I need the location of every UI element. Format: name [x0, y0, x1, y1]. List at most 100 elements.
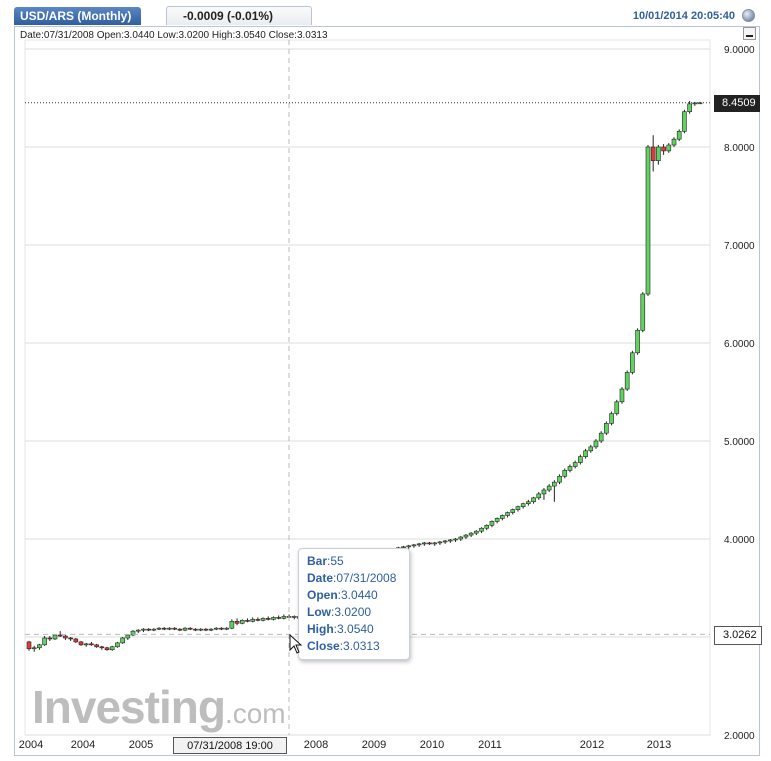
- candle-body: [609, 413, 614, 424]
- candle-body: [281, 616, 287, 619]
- candle-body: [614, 401, 620, 414]
- candle-body: [593, 440, 599, 448]
- candle-body: [401, 546, 406, 549]
- chart-header: USD/ARS (Monthly) -0.0009 (-0.01%) 10/01…: [0, 0, 771, 26]
- candle-body: [229, 621, 235, 629]
- ohlc-high: 3.0540: [235, 30, 266, 41]
- candle-body: [26, 641, 32, 650]
- candle-body: [276, 617, 281, 619]
- candle-body: [630, 352, 635, 373]
- candle-body: [557, 475, 562, 483]
- ohlc-high-label: High:: [211, 30, 236, 41]
- candle-body: [494, 518, 500, 522]
- candle-body: [687, 103, 692, 113]
- x-tick-label: 2013: [647, 739, 671, 751]
- ohlc-date-label: Date:: [20, 30, 44, 41]
- candle-body: [57, 634, 63, 637]
- candle-body: [546, 485, 552, 491]
- ohlc-readout: Date:07/31/2008 Open:3.0440 Low:3.0200 H…: [20, 30, 328, 41]
- candle-body: [437, 541, 443, 544]
- x-tick-label: 2012: [580, 739, 604, 751]
- tooltip-open-row: Open:3.0440: [307, 588, 378, 602]
- candle-body: [463, 534, 469, 538]
- candle-body: [531, 497, 536, 503]
- candle-body: [156, 627, 162, 630]
- candle-body: [458, 536, 464, 540]
- ohlc-close-label: Close:: [268, 30, 297, 41]
- candle-body: [146, 628, 151, 631]
- candle-body: [562, 470, 568, 477]
- candle-body: [94, 644, 99, 648]
- candle-body: [68, 637, 73, 640]
- candle-body: [255, 619, 261, 621]
- y-tick-label: 8.0000: [724, 143, 755, 154]
- mouse-pointer-icon: [289, 634, 303, 654]
- candle-body: [442, 540, 448, 543]
- candle-body: [73, 638, 79, 643]
- refresh-icon[interactable]: [742, 9, 755, 22]
- ohlc-open-label: Open:: [96, 30, 124, 41]
- candle-body: [505, 512, 510, 516]
- ohlc-open: 3.0440: [124, 30, 155, 41]
- candle-body: [47, 637, 53, 640]
- timestamp: 10/01/2014 20:05:40: [632, 10, 735, 22]
- candle-body: [167, 627, 172, 630]
- candle-body: [645, 146, 651, 295]
- candle-body: [224, 627, 229, 630]
- candle-body: [567, 466, 573, 471]
- candle-body: [291, 616, 297, 618]
- candle-body: [500, 515, 505, 519]
- candle-body: [151, 628, 157, 631]
- candle-body: [515, 506, 521, 510]
- candle-body: [474, 530, 479, 534]
- investing-logo: Investing.com: [32, 680, 286, 734]
- candle-body: [676, 131, 682, 140]
- tooltip-bar-row: Bar:55: [307, 554, 344, 568]
- x-tick-label: 2009: [362, 739, 386, 751]
- candle-body: [448, 539, 453, 542]
- tooltip-high-value: :3.0540: [333, 622, 374, 636]
- minimize-button[interactable]: [743, 27, 756, 40]
- candle-body: [666, 144, 672, 152]
- candle-body: [239, 620, 245, 624]
- candle-body: [208, 628, 214, 631]
- candle-body: [427, 542, 432, 545]
- chart-frame: [14, 26, 760, 756]
- candle-body: [177, 628, 183, 631]
- candle-body: [572, 462, 578, 467]
- y-tick-label: 9.0000: [724, 45, 755, 56]
- tooltip-low-row: Low:3.0200: [307, 605, 371, 619]
- candle-body: [588, 446, 594, 452]
- candle-body: [510, 509, 516, 513]
- logo-suffix: .com: [224, 698, 286, 729]
- x-tick-label: 2010: [420, 739, 444, 751]
- candle-body: [604, 423, 609, 434]
- tooltip-date-value: :07/31/2008: [333, 571, 397, 585]
- candle-body: [219, 627, 224, 630]
- candle-body: [135, 629, 141, 632]
- candle-body: [265, 618, 271, 620]
- candle-body: [234, 621, 240, 624]
- candle-body: [89, 643, 94, 646]
- candle-body: [598, 432, 604, 442]
- instrument-title-tab[interactable]: USD/ARS (Monthly): [14, 7, 142, 25]
- candle-body: [416, 543, 422, 546]
- y-tick-label: 2.0000: [724, 731, 755, 742]
- y-tick-label: 7.0000: [724, 241, 755, 252]
- y-tick-label: 5.0000: [724, 437, 755, 448]
- tooltip-open-label: Open: [307, 588, 338, 602]
- x-tick-label: 2011: [478, 739, 502, 751]
- crosshair-price-tag: 3.0262: [714, 626, 762, 645]
- candle-body: [52, 634, 58, 640]
- candle-body: [453, 538, 458, 541]
- logo-main: Investing: [32, 681, 226, 733]
- last-price-tag: 8.4509: [714, 95, 760, 112]
- candle-body: [141, 628, 146, 631]
- candle-body: [260, 618, 266, 621]
- candle-body: [182, 627, 188, 631]
- candle-body: [130, 630, 136, 636]
- candle-body: [682, 111, 687, 132]
- candle-body: [619, 388, 625, 403]
- candle-body: [552, 481, 557, 487]
- candle-body: [104, 647, 110, 651]
